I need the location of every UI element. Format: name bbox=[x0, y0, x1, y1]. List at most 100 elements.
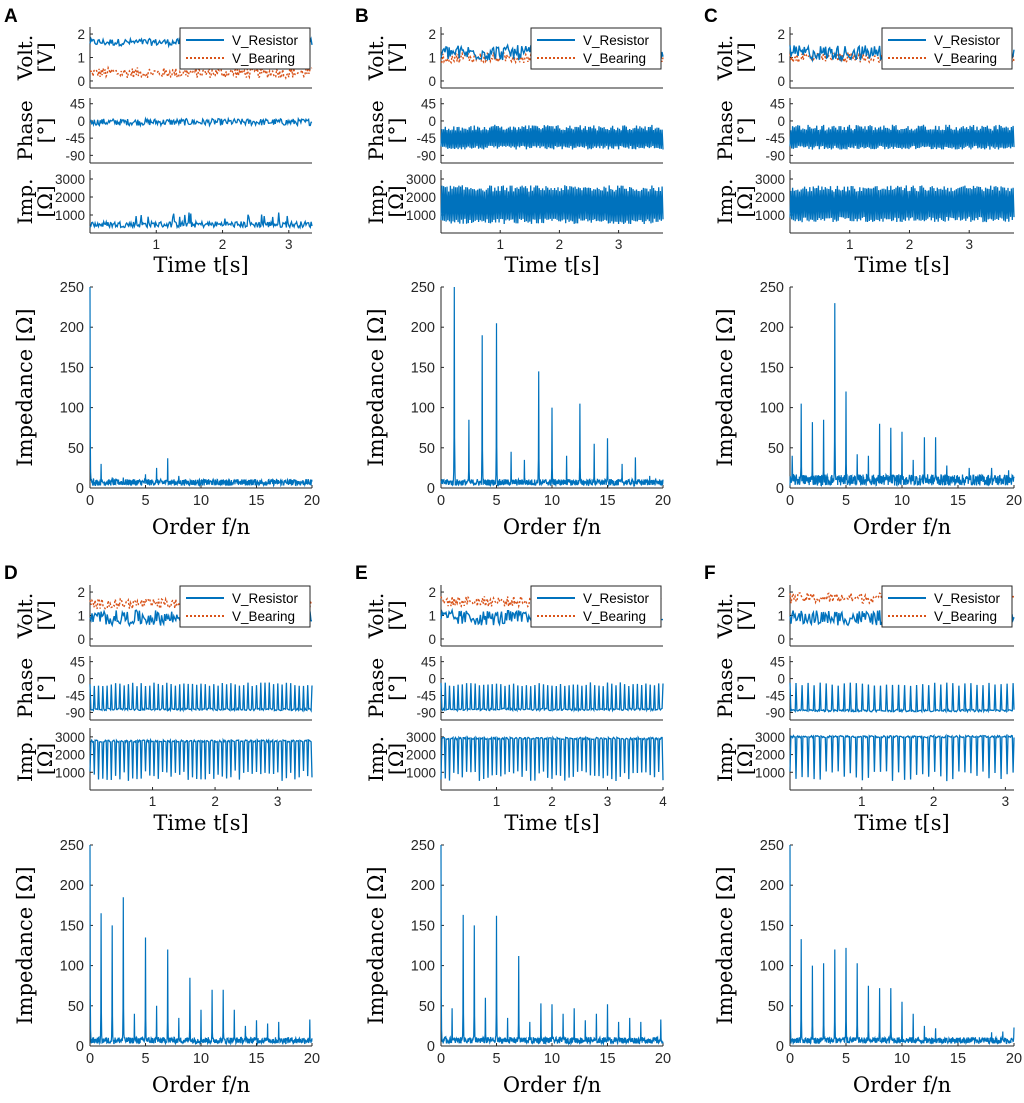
panel-c: C 0 1 2 Volt.[V] V_Resistor V_Bearing 45 0 -45 -90… bbox=[704, 6, 1022, 539]
time-tick-label: 2 bbox=[906, 237, 914, 252]
spectrum-y-tick-label: 100 bbox=[411, 401, 435, 417]
legend-box bbox=[881, 585, 1013, 628]
spectrum-y-tick-label: 0 bbox=[427, 481, 435, 497]
impedance-axis-label: Impedance [Ω] bbox=[713, 308, 737, 466]
spectrum-x-tick-label: 15 bbox=[599, 1051, 615, 1067]
impedance-axis-label: Impedance [Ω] bbox=[713, 866, 737, 1024]
spectrum-x-tick-label: 20 bbox=[655, 493, 671, 509]
voltage-tick-label: 1 bbox=[77, 51, 85, 66]
spectrum-y-tick-label: 0 bbox=[76, 481, 84, 497]
spectrum-x-tick-label: 10 bbox=[894, 493, 910, 509]
time-tick-label: 4 bbox=[659, 794, 667, 809]
spectrum-x-tick-label: 10 bbox=[193, 493, 209, 509]
phase-label: Phase bbox=[713, 658, 737, 718]
spectrum-x-tick-label: 0 bbox=[86, 1051, 94, 1067]
spectrum-y-tick-label: 50 bbox=[68, 441, 84, 457]
spectrum-x-tick-label: 0 bbox=[86, 493, 94, 509]
time-axis-label: Time t[s] bbox=[153, 811, 248, 835]
spectrum-y-tick-label: 100 bbox=[60, 401, 84, 417]
spectrum-y-tick-label: 0 bbox=[776, 1039, 784, 1055]
impedance-tick-label: 2000 bbox=[755, 190, 785, 205]
spectrum-y-tick-label: 100 bbox=[60, 959, 84, 975]
time-axis-label: Time t[s] bbox=[854, 811, 949, 835]
panel-e: E012Volt.[V]V_ResistorV_Bearing450-45-90… bbox=[355, 563, 671, 1097]
legend-bearing-label: V_Bearing bbox=[232, 51, 295, 66]
voltage-unit: [V] bbox=[33, 600, 57, 630]
impedance-unit: [Ω] bbox=[33, 743, 57, 775]
spectrum-x-tick-label: 0 bbox=[437, 493, 445, 509]
impedance-label: Imp. bbox=[713, 178, 737, 224]
spectrum-y-tick-label: 200 bbox=[411, 320, 435, 336]
phase-tick-label: -45 bbox=[765, 689, 785, 704]
series-phase bbox=[89, 116, 313, 128]
time-tick-label: 2 bbox=[930, 794, 938, 809]
series-phase bbox=[89, 682, 313, 713]
phase-unit: [°] bbox=[384, 675, 408, 701]
time-tick-label: 1 bbox=[496, 237, 504, 252]
phase-tick-label: -45 bbox=[765, 131, 785, 146]
phase-tick-label: -90 bbox=[416, 148, 436, 163]
time-tick-label: 3 bbox=[274, 794, 282, 809]
phase-label: Phase bbox=[364, 658, 388, 718]
panel-letter: C bbox=[704, 6, 718, 27]
spectrum-x-tick-label: 10 bbox=[894, 1051, 910, 1067]
phase-tick-label: 45 bbox=[770, 97, 785, 112]
phase-tick-label: 45 bbox=[770, 655, 785, 670]
phase-unit: [°] bbox=[384, 118, 408, 144]
legend-bearing-label: V_Bearing bbox=[934, 51, 997, 66]
legend: V_Resistor V_Bearing bbox=[881, 27, 1013, 70]
spectrum-y-tick-label: 0 bbox=[76, 1039, 84, 1055]
voltage-tick-label: 2 bbox=[428, 27, 436, 42]
legend: V_Resistor V_Bearing bbox=[179, 27, 311, 70]
panel-letter: B bbox=[355, 6, 369, 27]
spectrum-y-tick-label: 50 bbox=[768, 999, 784, 1015]
voltage-tick-label: 0 bbox=[428, 74, 436, 89]
impedance-unit: [Ω] bbox=[384, 185, 408, 217]
voltage-label: Volt. bbox=[713, 593, 737, 639]
series-phase bbox=[789, 682, 1015, 714]
spectrum-x-tick-label: 15 bbox=[599, 493, 615, 509]
spectrum-x-tick-label: 20 bbox=[1006, 493, 1022, 509]
voltage-tick-label: 0 bbox=[777, 74, 785, 89]
impedance-tick-label: 1000 bbox=[406, 208, 436, 223]
series-spectrum bbox=[440, 844, 664, 1046]
legend-box bbox=[179, 585, 311, 628]
impedance-axis-label: Impedance [Ω] bbox=[13, 866, 37, 1024]
impedance-tick-label: 3000 bbox=[55, 172, 85, 187]
phase-tick-label: -90 bbox=[65, 148, 85, 163]
voltage-label: Volt. bbox=[364, 35, 388, 81]
panel-letter: A bbox=[4, 6, 18, 27]
spectrum-y-tick-label: 150 bbox=[411, 918, 435, 934]
voltage-label: Volt. bbox=[13, 593, 37, 639]
spectrum-y-tick-label: 150 bbox=[760, 360, 784, 376]
voltage-tick-label: 0 bbox=[428, 632, 436, 647]
time-axis-label: Time t[s] bbox=[504, 253, 599, 277]
impedance-tick-label: 3000 bbox=[406, 172, 436, 187]
series-phase bbox=[440, 124, 664, 150]
voltage-unit: [V] bbox=[733, 600, 757, 630]
phase-label: Phase bbox=[713, 100, 737, 160]
time-tick-label: 3 bbox=[1002, 794, 1010, 809]
order-axis-label: Order f/n bbox=[503, 1073, 601, 1097]
time-tick-label: 1 bbox=[493, 794, 501, 809]
legend-bearing-label: V_Bearing bbox=[934, 609, 997, 624]
spectrum-x-tick-label: 20 bbox=[1006, 1051, 1022, 1067]
time-tick-label: 3 bbox=[604, 794, 612, 809]
spectrum-x-tick-label: 20 bbox=[655, 1051, 671, 1067]
impedance-unit: [Ω] bbox=[384, 743, 408, 775]
voltage-tick-label: 0 bbox=[77, 74, 85, 89]
series-spectrum bbox=[789, 844, 1015, 1046]
time-axis-label: Time t[s] bbox=[153, 253, 248, 277]
phase-tick-label: 45 bbox=[70, 97, 85, 112]
phase-tick-label: -45 bbox=[416, 689, 436, 704]
series-spectrum bbox=[440, 286, 664, 488]
spectrum-x-tick-label: 15 bbox=[248, 493, 264, 509]
spectrum-y-tick-label: 200 bbox=[760, 878, 784, 894]
time-tick-label: 2 bbox=[211, 794, 219, 809]
voltage-label: Volt. bbox=[364, 593, 388, 639]
spectrum-y-tick-label: 150 bbox=[411, 360, 435, 376]
spectrum-y-tick-label: 100 bbox=[760, 401, 784, 417]
phase-tick-label: -45 bbox=[416, 131, 436, 146]
panel-letter: E bbox=[355, 563, 368, 584]
impedance-tick-label: 2000 bbox=[406, 748, 436, 763]
